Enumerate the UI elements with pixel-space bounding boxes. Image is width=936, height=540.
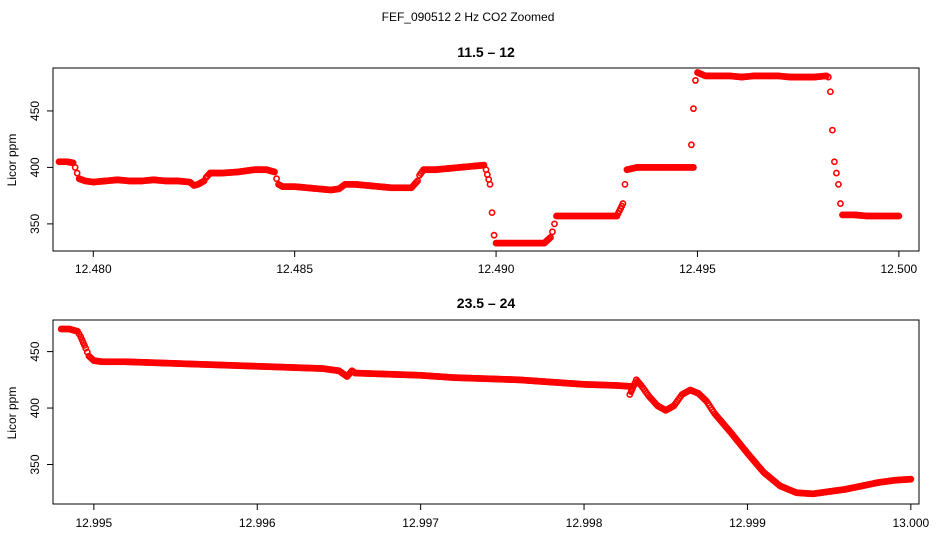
data-point — [547, 234, 554, 241]
data-points — [57, 325, 915, 498]
x-tick-label: 12.500 — [881, 262, 918, 276]
x-tick-label: 12.480 — [75, 262, 112, 276]
data-point — [73, 169, 81, 177]
data-point — [831, 158, 838, 166]
chart-panel-top: 11.5 – 12 Licor ppm 12.480 12.485 12.490 12… — [5, 44, 920, 276]
data-point — [826, 88, 834, 96]
data-point — [545, 235, 553, 242]
y-axis-label: Licor ppm — [5, 387, 19, 440]
x-tick-label: 12.997 — [402, 516, 439, 530]
data-points — [55, 69, 903, 247]
data-point — [551, 220, 558, 228]
chart-panel-bottom: 23.5 – 24 Licor ppm 12.995 12.996 12.997 12… — [5, 295, 930, 530]
figure-suptitle: FEF_090512 2 Hz CO2 Zoomed — [382, 10, 555, 24]
data-point — [273, 175, 280, 183]
x-tick-label: 12.495 — [679, 262, 716, 276]
data-point — [619, 200, 627, 207]
data-point — [895, 212, 903, 220]
y-axis-label: Licor ppm — [5, 134, 19, 187]
data-point — [688, 141, 695, 149]
panel-title: 11.5 – 12 — [457, 44, 515, 60]
y-tick-label: 450 — [28, 341, 42, 361]
data-point — [271, 168, 278, 176]
data-point — [71, 164, 79, 171]
data-point — [824, 73, 832, 81]
y-tick-label: 350 — [28, 214, 42, 234]
panel-title: 23.5 – 24 — [457, 295, 516, 311]
data-point — [907, 475, 915, 483]
x-tick-label: 12.490 — [478, 262, 515, 276]
y-tick-label: 400 — [28, 157, 42, 177]
data-point — [690, 105, 697, 113]
y-tick-label: 450 — [28, 101, 42, 121]
data-point — [833, 169, 840, 177]
data-point — [490, 231, 498, 239]
data-point — [621, 180, 629, 188]
x-tick-label: 12.999 — [729, 516, 766, 530]
data-point — [414, 177, 421, 185]
x-tick-label: 12.996 — [239, 516, 276, 530]
data-point — [549, 228, 556, 236]
data-point — [829, 126, 836, 134]
x-tick-label: 12.998 — [566, 516, 603, 530]
x-tick-label: 12.995 — [75, 516, 112, 530]
data-point — [488, 209, 496, 216]
x-tick-label: 12.485 — [276, 262, 313, 276]
axis-ticks: 12.480 12.485 12.490 12.495 12.500 350 400 450 — [28, 101, 918, 276]
axis-ticks: 12.995 12.996 12.997 12.998 12.999 13.000 350 4… — [28, 341, 930, 530]
data-point — [692, 77, 699, 84]
data-point — [835, 180, 842, 188]
data-point — [690, 164, 697, 171]
x-tick-label: 13.000 — [892, 516, 929, 530]
y-tick-label: 400 — [28, 398, 42, 418]
plot-frame — [52, 67, 920, 252]
data-point — [837, 200, 844, 207]
y-tick-label: 350 — [28, 454, 42, 474]
plot-frame — [52, 319, 920, 505]
data-point — [486, 180, 494, 188]
